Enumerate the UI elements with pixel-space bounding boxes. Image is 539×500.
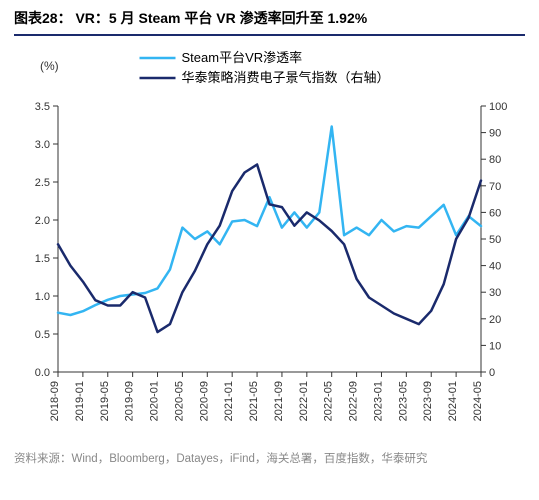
svg-text:2.0: 2.0 xyxy=(35,215,50,227)
svg-text:0.5: 0.5 xyxy=(35,329,50,341)
svg-text:2022-05: 2022-05 xyxy=(323,381,335,421)
svg-text:2019-09: 2019-09 xyxy=(124,381,136,421)
svg-text:2019-01: 2019-01 xyxy=(74,381,86,421)
svg-text:2021-09: 2021-09 xyxy=(273,381,285,421)
title-rule xyxy=(14,34,525,36)
svg-text:0.0: 0.0 xyxy=(35,367,50,379)
svg-text:100: 100 xyxy=(489,101,507,113)
svg-text:2021-01: 2021-01 xyxy=(223,381,235,421)
svg-text:1.0: 1.0 xyxy=(35,291,50,303)
source-text: 资料来源：Wind，Bloomberg，Datayes，iFind，海关总署，百… xyxy=(0,448,539,476)
svg-text:华泰策略消费电子景气指数（右轴）: 华泰策略消费电子景气指数（右轴） xyxy=(182,70,390,85)
svg-text:20: 20 xyxy=(489,314,501,326)
svg-text:2020-09: 2020-09 xyxy=(198,381,210,421)
svg-text:3.5: 3.5 xyxy=(35,101,50,113)
svg-text:90: 90 xyxy=(489,128,501,140)
svg-text:2019-05: 2019-05 xyxy=(99,381,111,421)
svg-text:0: 0 xyxy=(489,367,495,379)
svg-text:(%): (%) xyxy=(40,59,59,73)
svg-text:80: 80 xyxy=(489,154,501,166)
svg-text:2023-09: 2023-09 xyxy=(422,381,434,421)
svg-text:30: 30 xyxy=(489,287,501,299)
svg-text:70: 70 xyxy=(489,181,501,193)
svg-text:2023-05: 2023-05 xyxy=(397,381,409,421)
chart-svg: (%) Steam平台VR渗透率华泰策略消费电子景气指数（右轴） 0.0 0.5 1.0… xyxy=(14,44,525,444)
chart-title: 图表28： VR：5 月 Steam 平台 VR 渗透率回升至 1.92% xyxy=(0,0,539,34)
svg-text:10: 10 xyxy=(489,340,501,352)
chart-area: (%) Steam平台VR渗透率华泰策略消费电子景气指数（右轴） 0.0 0.5 1.0… xyxy=(14,44,525,444)
svg-text:2022-01: 2022-01 xyxy=(298,381,310,421)
svg-text:1.5: 1.5 xyxy=(35,253,50,265)
svg-text:3.0: 3.0 xyxy=(35,139,50,151)
svg-text:2022-09: 2022-09 xyxy=(348,381,360,421)
svg-text:50: 50 xyxy=(489,234,501,246)
svg-text:2021-05: 2021-05 xyxy=(248,381,260,421)
svg-text:40: 40 xyxy=(489,261,501,273)
svg-text:2024-05: 2024-05 xyxy=(472,381,484,421)
svg-text:Steam平台VR渗透率: Steam平台VR渗透率 xyxy=(182,50,303,65)
svg-text:2024-01: 2024-01 xyxy=(447,381,459,421)
figure: 图表28： VR：5 月 Steam 平台 VR 渗透率回升至 1.92% (%… xyxy=(0,0,539,500)
svg-text:2020-01: 2020-01 xyxy=(149,381,161,421)
svg-text:60: 60 xyxy=(489,207,501,219)
svg-text:2018-09: 2018-09 xyxy=(49,381,61,421)
svg-text:2020-05: 2020-05 xyxy=(173,381,185,421)
svg-text:2023-01: 2023-01 xyxy=(372,381,384,421)
svg-text:2.5: 2.5 xyxy=(35,177,50,189)
